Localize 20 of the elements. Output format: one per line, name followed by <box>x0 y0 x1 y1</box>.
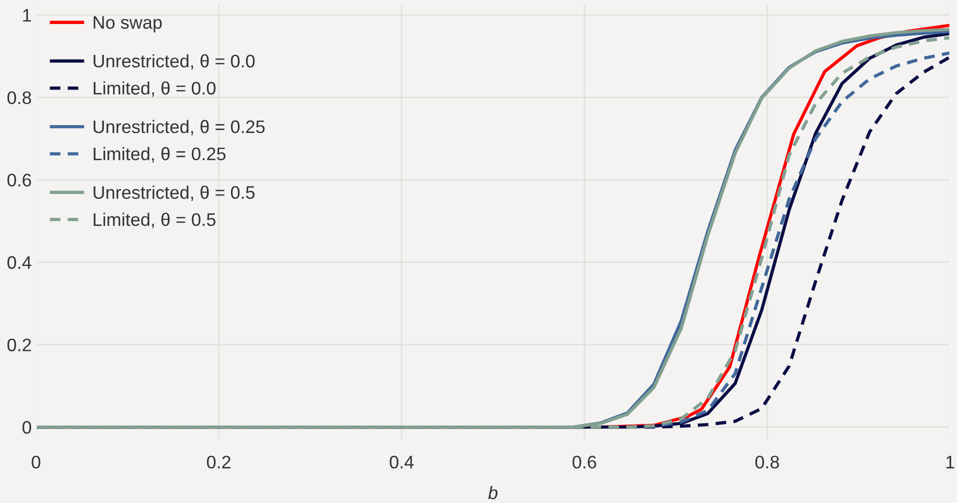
y-tick-label: 0.4 <box>7 256 32 269</box>
x-tick-label: 1 <box>946 456 954 468</box>
x-tick-label: 0.8 <box>755 456 779 468</box>
x-tick-label: 0.2 <box>206 456 230 468</box>
legend-label: Unrestricted, θ = 0.5 <box>94 186 255 202</box>
y-tick-label: 1 <box>23 9 31 22</box>
x-axis-title: b <box>488 486 498 500</box>
y-tick-label: 0.2 <box>7 338 31 352</box>
legend-label: Unrestricted, θ = 0.25 <box>94 120 265 136</box>
y-tick-label: 0.8 <box>7 91 32 104</box>
legend-label: Limited, θ = 0.5 <box>94 212 216 228</box>
legend-label: Unrestricted, θ = 0.0 <box>94 54 255 70</box>
y-tick-label: 0 <box>22 420 32 434</box>
legend-label: Limited, θ = 0.25 <box>94 147 226 162</box>
y-tick-label: 0.6 <box>7 174 32 187</box>
x-tick-label: 0.6 <box>572 456 596 468</box>
legend-label: No swap <box>94 16 162 32</box>
x-tick-label: 0.4 <box>390 456 414 468</box>
x-tick-label: 0 <box>32 456 40 468</box>
legend-label: Limited, θ = 0.0 <box>94 81 216 97</box>
